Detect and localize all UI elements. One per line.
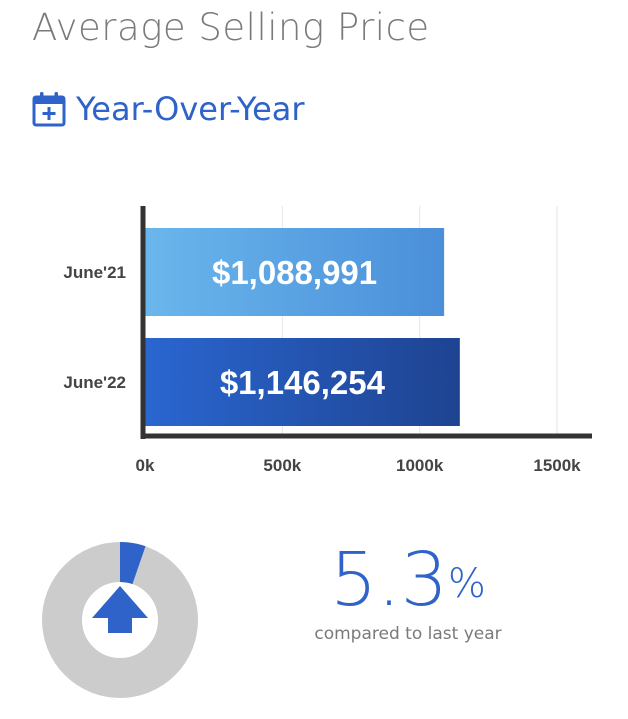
x-tick-label: 1500k — [533, 456, 581, 475]
page-title: Average Selling Price — [32, 6, 430, 49]
calendar-plus-icon — [32, 92, 66, 127]
period-label: Year-Over-Year — [76, 90, 305, 128]
x-tick-label: 500k — [263, 456, 301, 475]
arrow-up-icon — [92, 586, 148, 633]
bar-value-label: $1,088,991 — [212, 254, 377, 291]
bar-value-label: $1,146,254 — [220, 364, 386, 401]
change-summary: 5.3% compared to last year — [296, 540, 520, 644]
x-tick-label: 0k — [136, 456, 155, 475]
bar — [145, 228, 445, 316]
category-label: June'22 — [63, 373, 126, 392]
change-gauge — [42, 542, 198, 698]
percent-symbol: % — [447, 561, 486, 607]
change-caption: compared to last year — [314, 624, 502, 644]
selling-price-bar-chart: June'21 June'22 $1,088,991 $1,146,254 0k 500k… — [63, 206, 592, 475]
period-heading: Year-Over-Year — [32, 90, 305, 128]
change-value: 5.3% — [330, 537, 486, 623]
bar — [145, 338, 460, 426]
x-tick-label: 1000k — [396, 456, 444, 475]
category-label: June'21 — [63, 263, 126, 282]
gauge-fill — [42, 542, 198, 698]
